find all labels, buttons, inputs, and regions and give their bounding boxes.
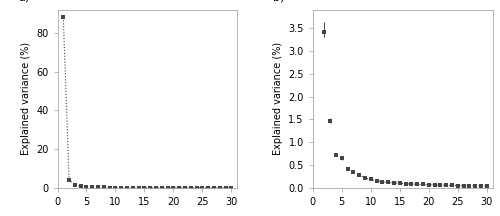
Y-axis label: Explained variance (%): Explained variance (%) xyxy=(20,42,30,155)
Text: a): a) xyxy=(18,0,29,3)
Y-axis label: Explained variance (%): Explained variance (%) xyxy=(272,42,282,155)
Text: b): b) xyxy=(273,0,284,3)
